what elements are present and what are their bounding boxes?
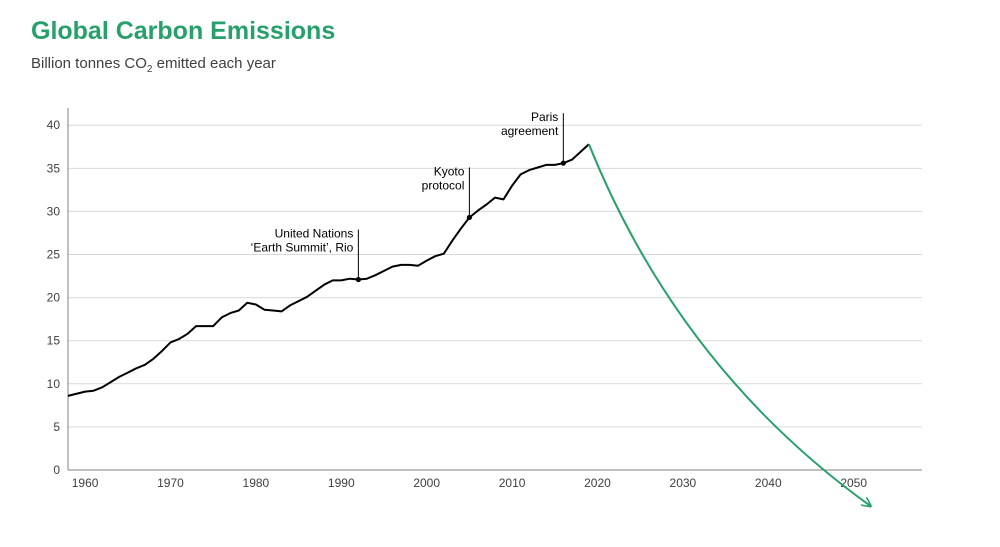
annotation-label: ‘Earth Summit’, Rio (251, 241, 354, 255)
x-tick-label: 2020 (584, 476, 611, 490)
y-tick-label: 0 (53, 463, 60, 477)
historical-emissions-line (67, 143, 590, 397)
x-tick-label: 2050 (840, 476, 867, 490)
x-tick-label: 1990 (328, 476, 355, 490)
y-tick-label: 40 (47, 118, 61, 132)
annotation-label: Paris (531, 110, 558, 124)
annotation-label: protocol (422, 178, 465, 192)
x-tick-label: 1980 (243, 476, 270, 490)
annotation-marker (355, 276, 361, 283)
annotation-label: agreement (501, 124, 559, 138)
chart-title: Global Carbon Emissions (31, 17, 336, 45)
annotation-label: Kyoto (434, 164, 465, 178)
subtitle-text: Billion tonnes CO (31, 55, 147, 72)
annotation-label: United Nations (275, 227, 354, 241)
series (67, 143, 871, 506)
x-tick-label: 1970 (157, 476, 184, 490)
y-tick-label: 35 (47, 161, 61, 175)
x-tick-label: 2030 (670, 476, 697, 490)
y-tick-label: 25 (47, 248, 61, 262)
x-tick-label: 2040 (755, 476, 782, 490)
projection-line (588, 143, 871, 506)
y-tick-label: 20 (47, 291, 61, 305)
x-tick-label: 1960 (72, 476, 99, 490)
subtitle-suffix: emitted each year (152, 55, 276, 72)
y-tick-label: 10 (47, 377, 61, 391)
annotation-marker (560, 160, 566, 166)
subtitle-subscript: 2 (146, 64, 153, 75)
x-tick-label: 2010 (499, 476, 526, 490)
y-tick-label: 15 (47, 334, 61, 348)
x-tick-label: 2000 (413, 476, 440, 490)
axes: 0 5 10 15 20 25 30 35 40 1960 1970 1980 1990 2000 2010… (47, 108, 922, 490)
gridlines (68, 124, 922, 428)
y-tick-label: 30 (47, 204, 61, 218)
y-tick-label: 5 (53, 420, 60, 434)
annotations: United Nations‘Earth Summit’, Rio Kyotopr… (251, 110, 566, 283)
annotation-marker (466, 214, 472, 221)
chart-subtitle: Billion tonnes CO2 emitted each year (31, 55, 276, 75)
